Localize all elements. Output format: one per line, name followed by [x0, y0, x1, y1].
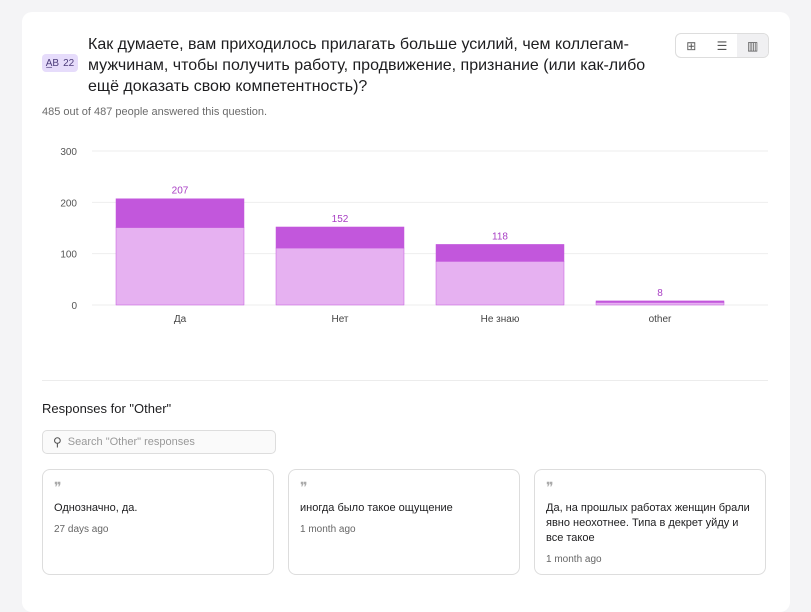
bar-segment-upper: [115, 198, 245, 228]
search-icon: ⚲: [53, 435, 62, 449]
bar-segment-upper: [275, 226, 405, 249]
response-card: ❞ Однозначно, да. 27 days ago: [42, 469, 274, 575]
quote-icon: ❞: [546, 480, 554, 496]
question-card: A̲B 22 Как думаете, вам приходилось прила…: [22, 12, 790, 612]
response-card: ❞ иногда было такое ощущение 1 month ago: [288, 469, 520, 575]
responses-heading: Responses for "Other": [42, 401, 172, 416]
data-label: 207: [172, 186, 189, 197]
y-tick-label: 300: [60, 147, 77, 158]
question-type-badge: A̲B 22: [42, 54, 78, 72]
view-toggle: ⊞ ☰ ▥: [675, 33, 769, 58]
horizontal-bar-icon[interactable]: ☰: [716, 38, 728, 53]
response-card: ❞ Да, на прошлых работах женщин брали явн…: [534, 469, 766, 575]
bar-segment-lower: [595, 302, 725, 306]
divider: [42, 380, 768, 381]
y-tick-label: 200: [60, 198, 77, 209]
table-icon[interactable]: ⊞: [686, 38, 697, 53]
bar-segment-lower: [115, 227, 245, 306]
data-label: 152: [332, 214, 349, 225]
data-label: 118: [492, 231, 508, 242]
bar-chart: 0 100 200 300 207 Да 152 Нет 118 Не знаю 8 other: [60, 147, 768, 325]
x-tick-label: Да: [174, 314, 187, 325]
quote-icon: ❞: [300, 480, 308, 496]
bar-segment-upper: [595, 300, 725, 303]
x-tick-label: other: [649, 314, 672, 325]
bar-segment-lower: [275, 247, 405, 306]
x-tick-label: Не знаю: [481, 314, 520, 325]
bar-segment-lower: [435, 261, 565, 306]
y-tick-label: 100: [60, 250, 77, 261]
question-title: Как думаете, вам приходилось прилагать б…: [88, 36, 646, 95]
search-responses-input[interactable]: ⚲ Search "Other" responses: [42, 430, 276, 454]
x-tick-label: Нет: [331, 314, 348, 325]
answered-count: 485 out of 487 people answered this ques…: [42, 106, 268, 118]
data-label: 8: [657, 288, 663, 299]
multiple-choice-icon: A̲B: [45, 57, 60, 69]
vertical-bar-icon[interactable]: ▥: [737, 34, 768, 57]
bar-segment-upper: [435, 244, 565, 262]
y-tick-label: 0: [71, 301, 77, 312]
quote-icon: ❞: [54, 480, 62, 496]
